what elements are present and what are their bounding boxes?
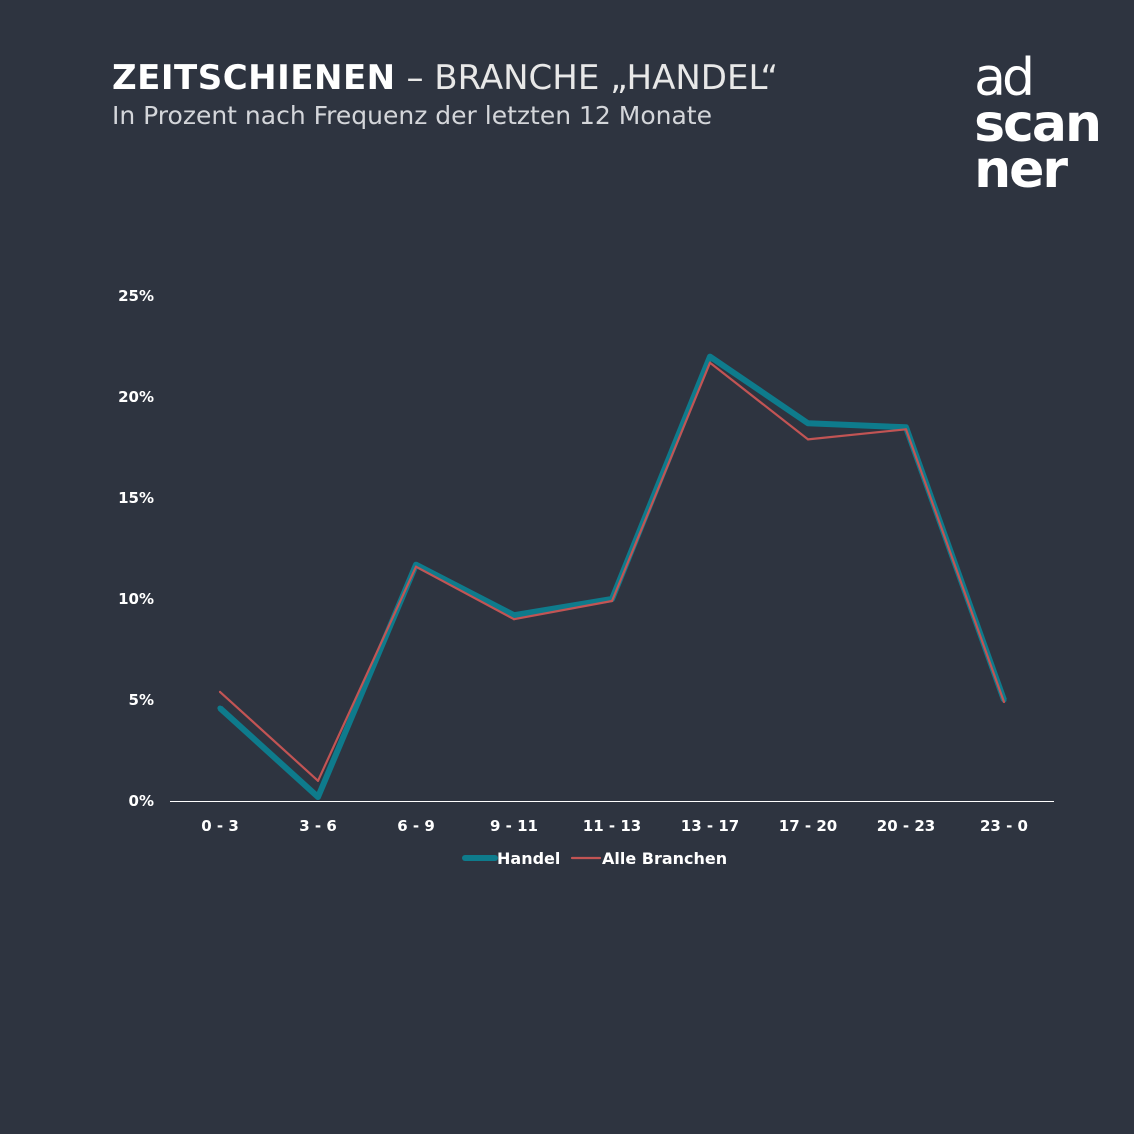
legend-label: Alle Branchen [602, 849, 727, 868]
chart-subtitle: In Prozent nach Frequenz der letzten 12 … [112, 101, 712, 130]
y-tick-label: 5% [129, 691, 154, 709]
x-tick-label: 17 - 20 [779, 817, 837, 835]
data-point [315, 794, 321, 800]
data-point [512, 618, 516, 621]
chart-header: ZEITSCHIENEN – BRANCHE „HANDEL“ In Proze… [112, 56, 778, 132]
x-tick-label: 0 - 3 [201, 817, 239, 835]
chart-title: ZEITSCHIENEN – BRANCHE „HANDEL“ [112, 56, 778, 100]
data-point [414, 565, 418, 568]
logo-line-2: scan [974, 94, 1102, 154]
title-strong: ZEITSCHIENEN [112, 58, 396, 98]
data-point [904, 428, 908, 431]
title-rest: – BRANCHE „HANDEL“ [395, 58, 779, 98]
y-tick-label: 25% [118, 287, 154, 305]
data-point [708, 361, 712, 364]
data-point [413, 562, 419, 568]
data-point [511, 612, 517, 618]
logo-line-1: ad [974, 48, 1035, 108]
data-point [218, 690, 222, 694]
data-point [805, 420, 811, 426]
x-tick-label: 13 - 17 [681, 817, 739, 835]
x-tick-label: 9 - 11 [490, 817, 538, 835]
y-tick-label: 10% [118, 590, 154, 608]
data-point [217, 705, 223, 711]
x-tick-label: 6 - 9 [397, 817, 435, 835]
data-point [316, 779, 320, 782]
series-line-handel [217, 353, 1007, 800]
adscanner-logo: ad scan ner [974, 48, 1102, 200]
data-point [610, 599, 614, 603]
y-tick-label: 20% [118, 388, 154, 406]
data-point [1002, 700, 1006, 704]
legend-label: Handel [497, 849, 560, 868]
y-tick-label: 0% [129, 792, 154, 810]
logo-line-3: ner [974, 140, 1068, 200]
x-tick-label: 3 - 6 [299, 817, 337, 835]
x-tick-label: 11 - 13 [583, 817, 641, 835]
data-point [707, 354, 713, 360]
x-tick-label: 23 - 0 [980, 817, 1028, 835]
data-point [806, 438, 810, 441]
y-tick-label: 15% [118, 489, 154, 507]
x-tick-label: 20 - 23 [877, 817, 935, 835]
